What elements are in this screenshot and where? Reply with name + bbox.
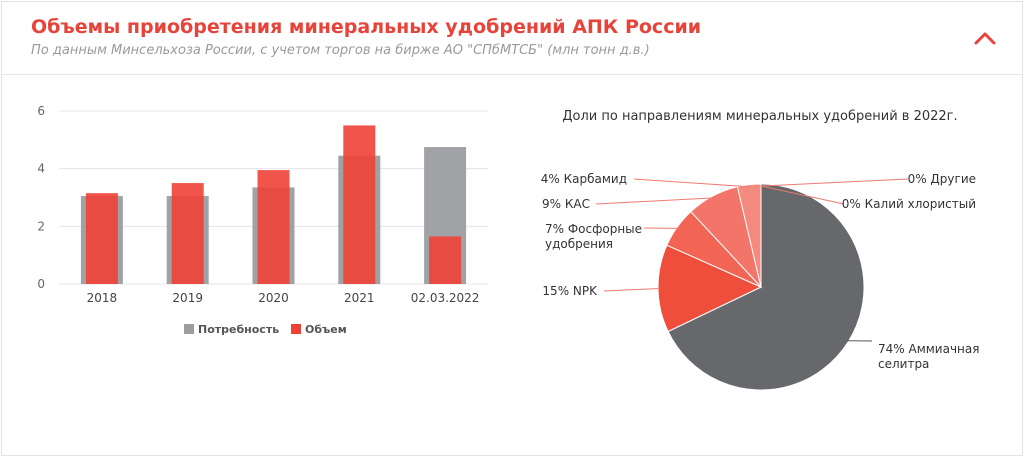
pie-title: Доли по направлениям минеральных удобрен…: [562, 109, 957, 124]
pie-slice-label: 4% Карбамид: [541, 172, 627, 186]
x-tick-label: 2020: [258, 291, 289, 305]
pie-slice[interactable]: [736, 183, 762, 288]
chart-legend: Потребность Объем: [184, 323, 347, 336]
pie-leader-line: [760, 185, 845, 205]
y-tick-label: 0: [37, 277, 45, 291]
x-tick-label: 2018: [87, 291, 118, 305]
charts-area: 0 2 4 6 2018 2019 2020 2021 02.03.2022 Потребност…: [37, 104, 979, 391]
card-title: Объемы приобретения минеральных удобрени…: [31, 16, 702, 38]
y-tick-label: 2: [37, 219, 45, 233]
pie-slice[interactable]: [667, 183, 865, 391]
pie-slice-label: 7% Фосфорные удобрения: [545, 222, 642, 251]
x-tick-label: 2021: [344, 291, 375, 305]
pie-slice-label-line: селитра: [878, 357, 929, 371]
y-tick-label: 4: [37, 162, 45, 176]
pie-slice-label: 0% Калий хлористый: [842, 197, 976, 211]
pie-slice-label: 74% Аммиачная селитра: [878, 342, 979, 371]
pie-slice-label: 9% КАС: [542, 197, 590, 211]
pie-slice-label: 0% Другие: [908, 172, 976, 186]
bar-volume[interactable]: [85, 193, 118, 284]
x-tick-label: 02.03.2022: [411, 291, 480, 305]
bar-chart: 0 2 4 6 2018 2019 2020 2021 02.03.2022 Потребност…: [37, 104, 488, 336]
card-header: Объемы приобретения минеральных удобрени…: [2, 2, 1022, 75]
legend-swatch: [291, 324, 301, 334]
bar-volume[interactable]: [429, 236, 462, 284]
bar-volume[interactable]: [171, 183, 204, 284]
pie-chart: Доли по направлениям минеральных удобрен…: [541, 109, 979, 391]
y-tick-label: 6: [37, 104, 45, 118]
pie-slice-label-line: 0% Калий хлористый: [842, 197, 976, 211]
pie-slice-label-line: 4% Карбамид: [541, 172, 627, 186]
pie-slice-label-line: удобрения: [545, 237, 613, 251]
pie-leader-line: [595, 197, 714, 205]
pie-slice-label-line: 15% NPK: [542, 284, 598, 298]
x-tick-label: 2019: [172, 291, 203, 305]
bar-volume[interactable]: [257, 170, 290, 284]
legend-item-label[interactable]: Объем: [305, 323, 347, 336]
pie-slice-label: 15% NPK: [542, 284, 598, 298]
bar-volume[interactable]: [343, 125, 376, 284]
pie-leader-line: [633, 178, 750, 188]
pie-leader-line: [603, 287, 661, 292]
pie-slice-label-line: 9% КАС: [542, 197, 590, 211]
pie-slice-label-line: 0% Другие: [908, 172, 976, 186]
pie-leader-line: [760, 178, 909, 187]
card-subtitle: По данным Минсельхоза России, с учетом т…: [31, 43, 650, 58]
chevron-up-icon[interactable]: [972, 28, 998, 48]
legend-item-label[interactable]: Потребность: [198, 323, 279, 336]
legend-swatch: [184, 324, 194, 334]
pie-slice-label-line: 7% Фосфорные: [545, 222, 642, 236]
pie-slice-label-line: 74% Аммиачная: [878, 342, 979, 356]
